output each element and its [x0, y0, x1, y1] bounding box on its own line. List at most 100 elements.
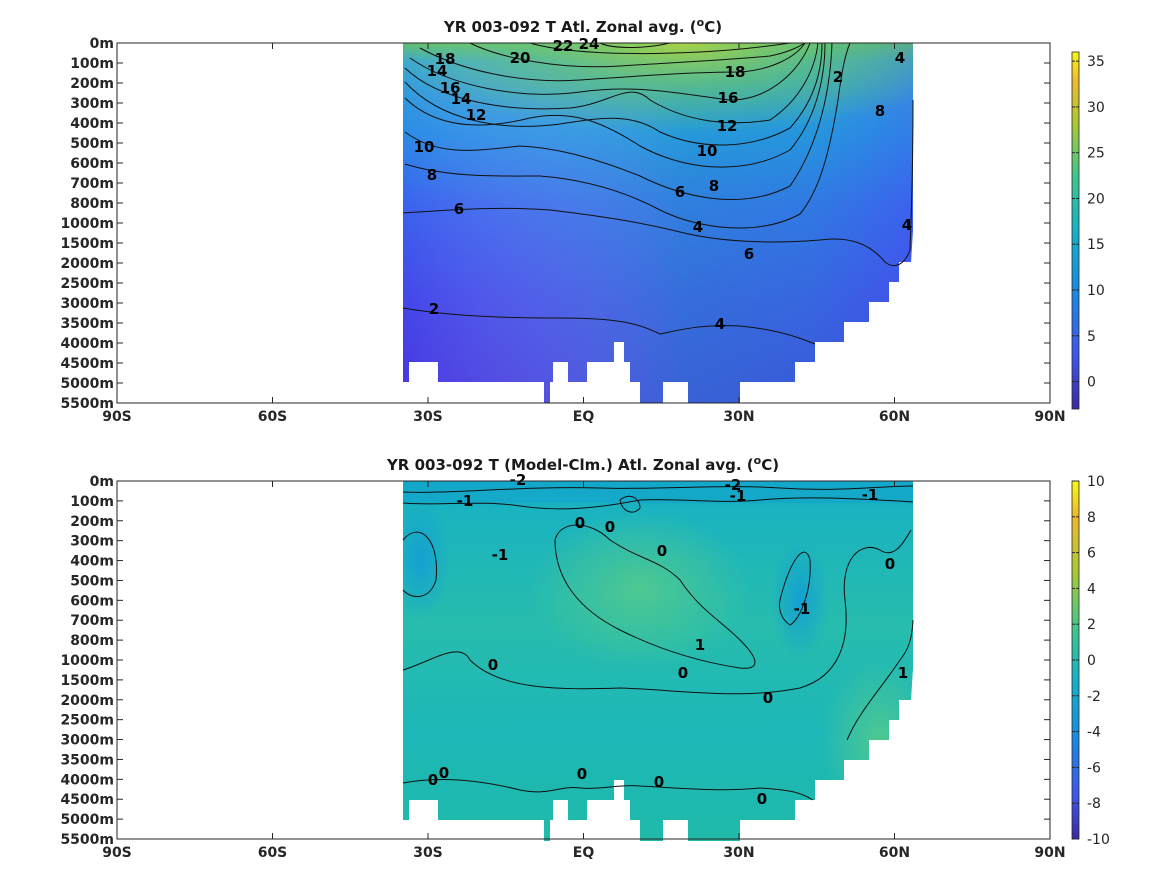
y-tick-label: 200m [70, 514, 114, 530]
y-tick-label: 600m [70, 593, 114, 609]
contour-label: -1 [862, 486, 879, 504]
contour-label: 0 [575, 514, 585, 532]
colorbar-2: 10 8 6 4 2 0 -2 -4 -6 -8 -10 [1071, 474, 1110, 848]
y-tick-label: 1500m [60, 673, 114, 689]
contour-label: 4 [895, 49, 905, 67]
y-tick-label: 400m [70, 116, 114, 132]
colorbar-tick-label: 0 [1087, 375, 1096, 391]
contour-label: 4 [693, 218, 703, 236]
y-tick-label: 800m [70, 633, 114, 649]
contour-label: 14 [427, 62, 448, 80]
y-tick-label: 5500m [60, 832, 114, 848]
x-tick-label: 30S [413, 409, 443, 425]
y-tick-label: 3500m [60, 752, 114, 768]
y-tick-label: 5500m [60, 396, 114, 412]
y-tick-label: 1500m [60, 236, 114, 252]
x-tick-label: 60N [879, 409, 910, 425]
contour-label: -1 [457, 492, 474, 510]
colorbar-tick-label: 6 [1087, 546, 1096, 562]
contour-label: 18 [435, 50, 456, 68]
contour-label: 0 [488, 656, 498, 674]
x-axis-1: 90S 60S 30S EQ 30N 60N 90N [102, 43, 1066, 425]
y-tick-label: 5000m [60, 376, 114, 392]
colorbar-tick-label: 20 [1087, 191, 1105, 207]
y-tick-label: 400m [70, 554, 114, 570]
contour-label: 14 [451, 90, 472, 108]
colorbar-tick-label: 2 [1087, 617, 1096, 633]
y-axis-2: 0m 100m 200m 300m 400m 500m 600m 700m 800m 1000m 1… [60, 474, 1050, 848]
contour-label: 1 [898, 664, 908, 682]
contour-label: 2 [429, 300, 439, 318]
colorbar-tick-label: 35 [1087, 54, 1105, 70]
contour-label: 24 [579, 35, 600, 53]
x-tick-label: 30S [413, 845, 443, 861]
y-tick-label: 700m [70, 176, 114, 192]
contour-label: 4 [715, 315, 725, 333]
contour-label: 0 [577, 765, 587, 783]
y-tick-label: 2500m [60, 713, 114, 729]
contour-label: 0 [763, 689, 773, 707]
x-tick-label: 90N [1034, 409, 1065, 425]
contour-label: 10 [414, 138, 435, 156]
contour-label: 0 [885, 555, 895, 573]
contour-label: -1 [730, 487, 747, 505]
colorbar-tick-label: -6 [1087, 760, 1101, 776]
y-axis-1: 0m 100m 200m 300m 400m 500m 600m 700m 800m 1000m 1… [60, 36, 1050, 412]
colorbar-tick-label: 30 [1087, 100, 1105, 116]
contour-label: 16 [440, 79, 461, 97]
y-tick-label: 1000m [60, 653, 114, 669]
y-tick-label: 800m [70, 196, 114, 212]
contour-lines-1 [402, 42, 914, 345]
colorbar-1: 35 30 25 20 15 10 5 0 [1071, 51, 1105, 410]
contour-label: 0 [605, 518, 615, 536]
chart-title-1: YR 003-092 T Atl. Zonal avg. (oC) [443, 16, 722, 36]
contour-label: 0 [428, 771, 438, 789]
colorbar-tick-label: 10 [1087, 283, 1105, 299]
y-tick-label: 4500m [60, 792, 114, 808]
x-axis-2: 90S 60S 30S EQ 30N 60N 90N [102, 481, 1066, 861]
y-tick-label: 200m [70, 76, 114, 92]
colorbar-tick-label: 8 [1087, 510, 1096, 526]
x-tick-label: 60S [258, 845, 288, 861]
y-tick-label: 0m [90, 474, 114, 490]
contour-label: 0 [678, 664, 688, 682]
y-tick-label: 4500m [60, 356, 114, 372]
contour-label: -1 [492, 546, 509, 564]
colorbar-tick-label: 5 [1087, 329, 1096, 345]
colorbar-tick-label: -2 [1087, 689, 1101, 705]
contour-label: 0 [757, 790, 767, 808]
contour-label: 2 [833, 68, 843, 86]
y-tick-label: 0m [90, 36, 114, 52]
y-tick-label: 1000m [60, 216, 114, 232]
x-tick-label: 90S [102, 845, 132, 861]
y-tick-label: 2500m [60, 276, 114, 292]
contour-label: 6 [744, 245, 754, 263]
colorbar-tick-label: 4 [1087, 581, 1096, 597]
contour-label: 4 [902, 216, 912, 234]
y-tick-label: 4000m [60, 772, 114, 788]
contour-label: 12 [466, 106, 487, 124]
contour-label: 8 [427, 166, 437, 184]
contour-label: 1 [695, 636, 705, 654]
x-tick-label: 30N [723, 409, 754, 425]
colorbar-tick-label: 25 [1087, 146, 1105, 162]
contour-label: 0 [657, 542, 667, 560]
y-tick-label: 4000m [60, 336, 114, 352]
contour-label: 6 [454, 200, 464, 218]
contour-label: 18 [725, 63, 746, 81]
contour-label: 8 [875, 102, 885, 120]
y-tick-label: 3000m [60, 733, 114, 749]
x-tick-label: 30N [723, 845, 754, 861]
colorbar-tick-label: -4 [1087, 725, 1101, 741]
y-tick-label: 300m [70, 96, 114, 112]
x-tick-label: 60N [879, 845, 910, 861]
colorbar-tick-label: -8 [1087, 796, 1101, 812]
colorbar-tick-label: -10 [1087, 832, 1110, 848]
contour-label: 12 [717, 117, 738, 135]
contour-label: 16 [718, 89, 739, 107]
contour-label: -2 [510, 471, 527, 489]
y-tick-label: 3000m [60, 296, 114, 312]
